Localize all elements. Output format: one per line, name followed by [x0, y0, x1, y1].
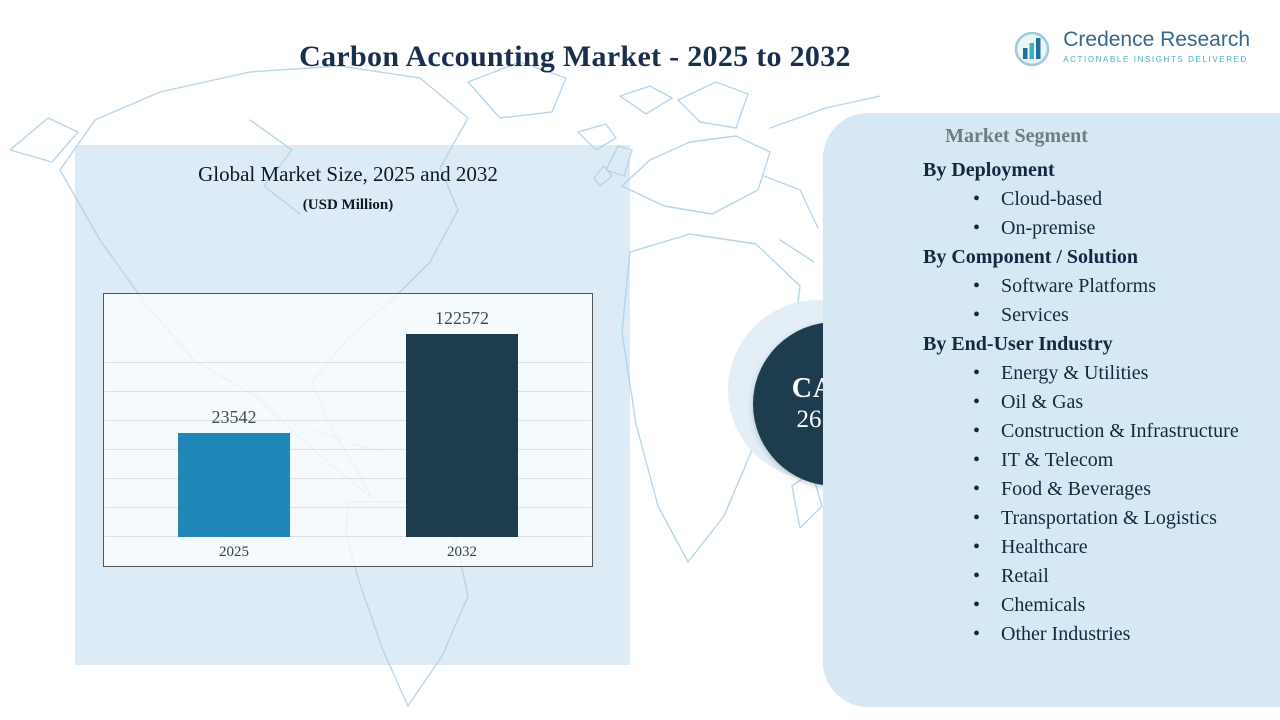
segment-item-label: Construction & Infrastructure: [1001, 420, 1239, 442]
segment-group-title: By Component / Solution: [923, 246, 1139, 268]
bar-value-2025: 23542: [211, 407, 257, 427]
segment-item-label: Energy & Utilities: [1001, 362, 1149, 384]
segment-item-label: Retail: [1001, 565, 1049, 587]
market-segment-panel: Market Segment By Deployment Cloud-based…: [823, 113, 1280, 707]
brand-logo: Credence Research Actionable Insights De…: [1011, 28, 1250, 70]
axis-label-2025: 2025: [219, 544, 249, 560]
segment-item-label: Transportation & Logistics: [1001, 507, 1217, 529]
segment-item: IT & Telecom: [923, 446, 1246, 475]
bar-2025: [178, 433, 290, 537]
brand-text: Credence Research Actionable Insights De…: [1063, 28, 1250, 64]
segment-item-label: Other Industries: [1001, 623, 1131, 645]
segment-group-items: Energy & Utilities Oil & Gas Constructio…: [923, 359, 1246, 649]
segment-item: Construction & Infrastructure: [923, 417, 1246, 446]
segment-item: Healthcare: [923, 533, 1246, 562]
segment-item: Software Platforms: [923, 272, 1246, 301]
market-segment-content: By Deployment Cloud-based On-premise By …: [823, 156, 1280, 649]
segment-group-items: Cloud-based On-premise: [923, 185, 1246, 243]
axis-label-2032: 2032: [447, 544, 477, 560]
segment-item: Energy & Utilities: [923, 359, 1246, 388]
segment-item: Food & Beverages: [923, 475, 1246, 504]
bar-2032: [406, 334, 518, 537]
segment-item-label: Software Platforms: [1001, 275, 1156, 297]
segment-item-label: Oil & Gas: [1001, 391, 1084, 413]
segment-item-label: IT & Telecom: [1001, 449, 1114, 471]
segment-item-label: Food & Beverages: [1001, 478, 1151, 500]
bar-value-2032: 122572: [435, 308, 489, 328]
page-title: Carbon Accounting Market - 2025 to 2032: [299, 40, 851, 73]
brand-tagline: Actionable Insights Delivered: [1063, 55, 1248, 64]
segment-item: Other Industries: [923, 620, 1246, 649]
brand-name: Credence Research: [1063, 28, 1250, 51]
bar-group-2025: 23542: [178, 407, 290, 537]
segment-item: On-premise: [923, 214, 1246, 243]
segment-item: Chemicals: [923, 591, 1246, 620]
chart-plot-area: 23542 122572: [105, 308, 591, 537]
segment-item: Transportation & Logistics: [923, 504, 1246, 533]
segment-item-label: On-premise: [1001, 217, 1096, 239]
segment-item-label: Services: [1001, 304, 1069, 326]
segment-group-items: Software Platforms Services: [923, 272, 1246, 330]
bar-chart: 23542 122572 2025 2032: [103, 293, 593, 567]
segment-item: Retail: [923, 562, 1246, 591]
bar-group-2032: 122572: [406, 308, 518, 537]
segment-item: Services: [923, 301, 1246, 330]
segment-item-label: Cloud-based: [1001, 188, 1103, 210]
segment-item: Oil & Gas: [923, 388, 1246, 417]
segment-group-title: By End-User Industry: [923, 333, 1113, 355]
chart-title: Global Market Size, 2025 and 2032: [198, 162, 498, 186]
segment-item-label: Chemicals: [1001, 594, 1086, 616]
segment-group-title: By Deployment: [923, 159, 1055, 181]
segment-item-label: Healthcare: [1001, 536, 1088, 558]
segment-item: Cloud-based: [923, 185, 1246, 214]
brand-chart-icon: [1014, 31, 1050, 67]
market-segment-heading: Market Segment: [945, 125, 1088, 147]
chart-subtitle: (USD Million): [302, 197, 394, 213]
